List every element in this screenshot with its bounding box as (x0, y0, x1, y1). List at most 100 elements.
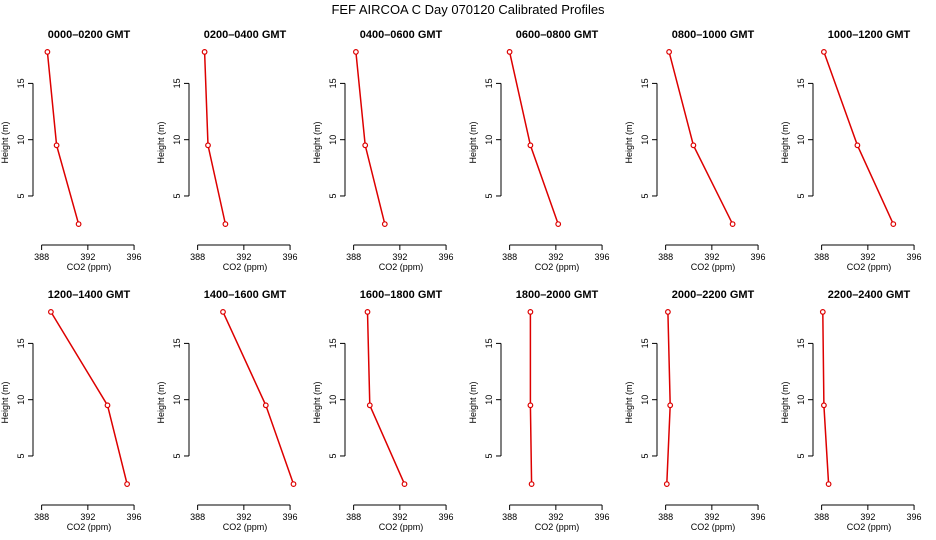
profile-line (46, 51, 80, 225)
data-point (75, 221, 82, 228)
x-tick-label: 396 (595, 512, 610, 522)
x-tick-label: 396 (751, 512, 766, 522)
y-tick-label: 10 (796, 135, 806, 145)
y-tick-label: 15 (172, 78, 182, 88)
profile-panel-12: 2200–2400 GMT 388 392 396 5 10 15 CO2 (ppm) Heig… (780, 289, 922, 532)
profile-panel-10: 1800–2000 GMT 388 392 396 5 10 15 CO2 (ppm) Heig… (468, 289, 610, 532)
x-axis-title: CO2 (ppm) (847, 262, 892, 272)
profile-panel-4: 0600–0800 GMT 388 392 396 5 10 15 CO2 (ppm) Heig… (468, 29, 610, 272)
panel-title: 0600–0800 GMT (516, 29, 599, 41)
x-axis-title: CO2 (ppm) (379, 522, 424, 532)
y-tick-label: 10 (484, 135, 494, 145)
x-tick-label: 388 (658, 252, 673, 262)
panel-title: 0000–0200 GMT (48, 29, 131, 41)
data-point (690, 142, 697, 149)
data-point (527, 142, 534, 149)
panel-title: 1200–1400 GMT (48, 289, 131, 301)
x-tick-label: 392 (236, 252, 251, 262)
profile-panel-5: 0800–1000 GMT 388 392 396 5 10 15 CO2 (ppm) Heig… (624, 29, 766, 272)
profile-panel-2: 0200–0400 GMT 388 392 396 5 10 15 CO2 (ppm) Heig… (156, 29, 298, 272)
data-point (201, 49, 208, 55)
data-point (854, 142, 861, 149)
y-axis-title: Height (m) (0, 381, 10, 423)
panel-title: 2200–2400 GMT (828, 289, 911, 301)
x-tick-label: 388 (34, 512, 49, 522)
x-tick-label: 392 (548, 252, 563, 262)
x-tick-label: 392 (392, 252, 407, 262)
data-point (353, 49, 359, 55)
x-tick-label: 396 (127, 512, 142, 522)
data-point (821, 402, 827, 409)
y-tick-label: 15 (328, 338, 338, 348)
y-tick-label: 5 (172, 193, 182, 198)
y-tick-label: 15 (640, 78, 650, 88)
data-point (205, 142, 211, 149)
x-tick-label: 396 (751, 252, 766, 262)
y-tick-label: 5 (16, 453, 26, 458)
y-tick-label: 15 (328, 78, 338, 88)
x-tick-label: 392 (704, 512, 719, 522)
panel-title: 2000–2200 GMT (672, 289, 755, 301)
panel-title: 0800–1000 GMT (672, 29, 755, 41)
data-point (366, 402, 373, 409)
x-axis-title: CO2 (ppm) (223, 522, 268, 532)
panel-title: 1800–2000 GMT (516, 289, 599, 301)
x-axis-title: CO2 (ppm) (223, 262, 268, 272)
y-tick-label: 5 (328, 193, 338, 198)
x-tick-label: 388 (502, 252, 517, 262)
y-tick-label: 5 (796, 453, 806, 458)
y-tick-label: 5 (16, 193, 26, 198)
profile-panel-8: 1400–1600 GMT 388 392 396 5 10 15 CO2 (ppm) Heig… (156, 289, 298, 532)
panel-title: 1600–1800 GMT (360, 289, 443, 301)
x-tick-label: 392 (392, 512, 407, 522)
data-point (44, 49, 51, 55)
data-point (220, 309, 226, 315)
profile-line (50, 311, 128, 485)
data-point (667, 402, 674, 409)
x-tick-label: 392 (236, 512, 251, 522)
y-tick-label: 5 (484, 453, 494, 458)
x-tick-label: 392 (548, 512, 563, 522)
panel-title: 0400–0600 GMT (360, 29, 443, 41)
panel-title: 0200–0400 GMT (204, 29, 287, 41)
y-axis-title: Height (m) (312, 381, 322, 423)
data-point (528, 481, 535, 488)
data-point (364, 309, 371, 315)
x-tick-label: 396 (907, 512, 922, 522)
y-axis-title: Height (m) (780, 381, 790, 423)
x-tick-label: 388 (502, 512, 517, 522)
data-point (665, 309, 671, 315)
profile-line (508, 51, 559, 225)
panel-title: 1400–1600 GMT (204, 289, 287, 301)
data-point (890, 221, 897, 228)
x-tick-label: 396 (283, 512, 298, 522)
profile-line (529, 311, 533, 485)
x-tick-label: 396 (439, 252, 454, 262)
x-axis-title: CO2 (ppm) (847, 522, 892, 532)
x-tick-label: 392 (860, 512, 875, 522)
profile-line (366, 311, 406, 485)
profile-line (822, 311, 830, 485)
y-tick-label: 10 (640, 395, 650, 405)
data-point (555, 221, 562, 228)
y-tick-label: 5 (172, 453, 182, 458)
data-point (666, 49, 672, 55)
y-axis-title: Height (m) (624, 381, 634, 423)
y-tick-label: 15 (484, 338, 494, 348)
data-point (527, 402, 534, 409)
y-tick-label: 5 (796, 193, 806, 198)
data-point (506, 49, 513, 55)
profile-panel-3: 0400–0600 GMT 388 392 396 5 10 15 CO2 (ppm) Heig… (312, 29, 454, 272)
y-tick-label: 15 (172, 338, 182, 348)
data-point (362, 142, 369, 149)
y-tick-label: 10 (16, 135, 26, 145)
data-point (222, 221, 229, 228)
data-point (821, 49, 827, 55)
y-axis-title: Height (m) (468, 381, 478, 423)
x-axis-title: CO2 (ppm) (379, 262, 424, 272)
y-axis-title: Height (m) (156, 121, 166, 163)
y-tick-label: 5 (640, 193, 650, 198)
y-axis-title: Height (m) (624, 121, 634, 163)
x-tick-label: 392 (704, 252, 719, 262)
